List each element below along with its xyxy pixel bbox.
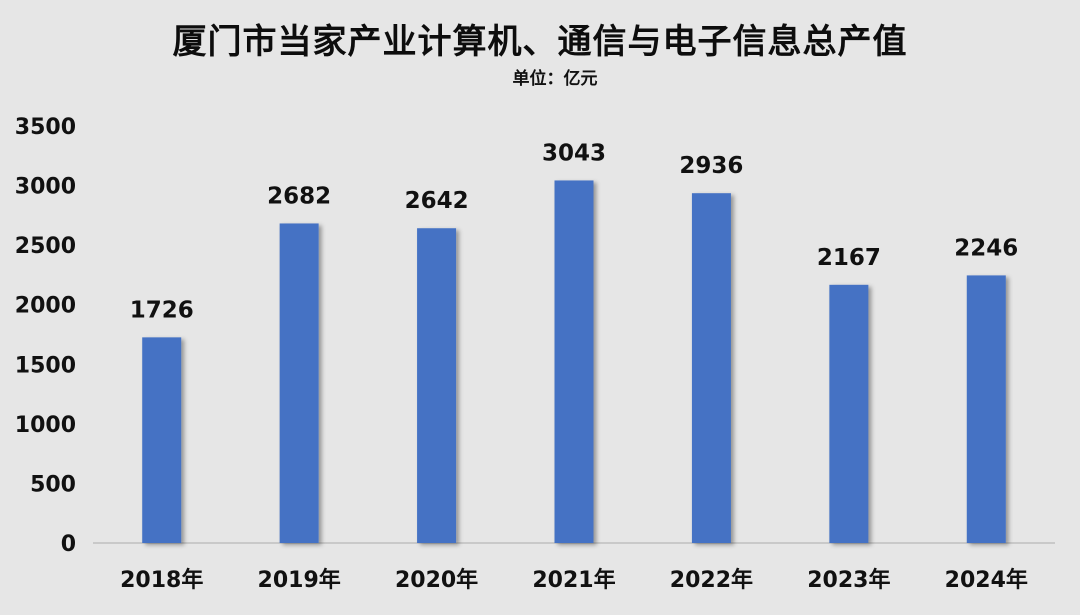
y-axis-ticks: 0 500 1000 1500 2000 2500 3000 3500 xyxy=(15,115,76,557)
bar xyxy=(417,228,457,543)
bar xyxy=(691,193,731,543)
y-tick-label: 1000 xyxy=(15,413,76,438)
y-tick-label: 2000 xyxy=(15,294,76,319)
category-label: 2021年 xyxy=(532,567,615,593)
chart-subtitle: 单位：亿元 xyxy=(512,69,598,89)
y-tick-label: 1500 xyxy=(15,353,76,378)
data-label: 2167 xyxy=(817,245,881,271)
y-tick-label: 500 xyxy=(30,472,76,497)
data-label: 3043 xyxy=(542,140,606,166)
data-label: 2246 xyxy=(954,235,1018,261)
bar xyxy=(142,337,182,543)
data-label: 1726 xyxy=(130,297,194,323)
category-labels: 2018年 2019年 2020年 2021年 2022年 2023年 2024年 xyxy=(120,567,1028,593)
y-tick-label: 0 xyxy=(61,532,76,557)
category-label: 2020年 xyxy=(395,567,478,593)
bar xyxy=(554,180,594,543)
category-label: 2019年 xyxy=(258,567,341,593)
bar xyxy=(829,284,869,543)
bars xyxy=(142,180,1006,543)
y-tick-label: 2500 xyxy=(15,234,76,259)
category-label: 2018年 xyxy=(120,567,203,593)
bar xyxy=(966,275,1006,543)
category-label: 2022年 xyxy=(670,567,753,593)
category-label: 2024年 xyxy=(945,567,1028,593)
y-tick-label: 3000 xyxy=(15,175,76,200)
chart-title: 厦门市当家产业计算机、通信与电子信息总产值 xyxy=(172,22,908,62)
data-label: 2936 xyxy=(679,153,743,179)
data-labels: 1726 2682 2642 3043 2936 2167 2246 xyxy=(130,140,1019,323)
category-label: 2023年 xyxy=(807,567,890,593)
data-label: 2642 xyxy=(405,188,469,214)
y-tick-label: 3500 xyxy=(15,115,76,140)
bar xyxy=(279,223,319,543)
data-label: 2682 xyxy=(267,183,331,209)
